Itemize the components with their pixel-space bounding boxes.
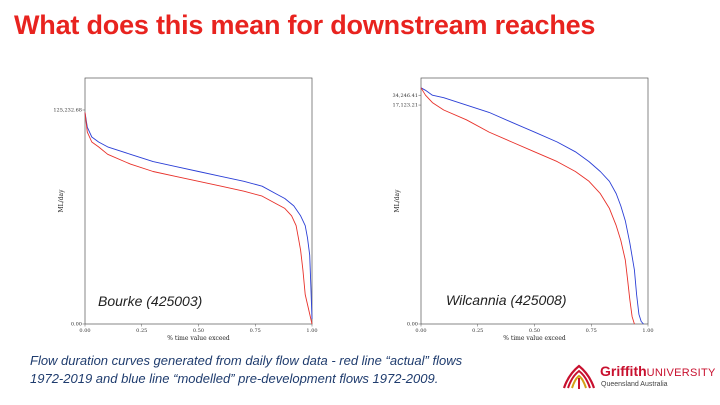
bourke-x-tick-label: 1.00 — [306, 328, 317, 334]
wilcannia-x-tick-label: 1.00 — [642, 328, 653, 334]
wilcannia-y-tick-label: 34,246.41 — [393, 93, 418, 99]
wilcannia-actual-flow-line — [420, 87, 635, 325]
wilcannia-y-tick-label: 0.00 — [407, 322, 418, 328]
wilcannia-x-axis-title: % time value exceed — [503, 335, 566, 342]
wilcannia-flow-duration-chart: 0.00 0.25 0.50 0.75 1.00 0.00 17,123.21 34,246.… — [388, 72, 668, 342]
bourke-x-axis-title: % time value exceed — [167, 335, 230, 342]
griffith-university-logo: GriffithUNIVERSITY Queensland Australia — [562, 360, 715, 396]
bourke-x-tick-label: 0.50 — [193, 328, 204, 334]
wilcannia-modelled-flow-line — [420, 87, 644, 325]
bourke-y-tick-label: 125,232.68 — [53, 108, 82, 114]
wilcannia-x-tick-label: 0.75 — [586, 328, 597, 334]
caption-line-1: Flow duration curves generated from dail… — [30, 353, 463, 368]
bourke-actual-flow-line — [84, 112, 313, 325]
bourke-chart-svg: 0.00 0.25 0.50 0.75 1.00 0.00 125,232.68 % time… — [53, 77, 318, 342]
wilcannia-y-axis-title: ML/day — [394, 189, 401, 213]
wilcannia-station-label: Wilcannia (425008) — [446, 292, 567, 308]
wilcannia-y-tick-label: 17,123.21 — [393, 103, 418, 109]
bourke-y-axis-title: ML/day — [58, 189, 65, 213]
wilcannia-x-tick-label: 0.50 — [529, 328, 540, 334]
bourke-x-tick-label: 0.25 — [136, 328, 147, 334]
wilcannia-chart-svg: 0.00 0.25 0.50 0.75 1.00 0.00 17,123.21 34,246.… — [393, 77, 654, 342]
logo-wordmark: GriffithUNIVERSITY — [600, 363, 716, 379]
logo-brand-rest: UNIVERSITY — [646, 367, 716, 379]
griffith-crest-icon — [562, 364, 596, 389]
logo-location: Queensland Australia — [601, 381, 668, 388]
caption: Flow duration curves generated from dail… — [30, 352, 550, 388]
bourke-modelled-flow-line — [84, 112, 313, 320]
bourke-x-tick-label: 0.00 — [79, 328, 90, 334]
bourke-station-label: Bourke (425003) — [98, 293, 202, 309]
wilcannia-x-tick-label: 0.25 — [472, 328, 483, 334]
bourke-x-tick-label: 0.75 — [250, 328, 261, 334]
bourke-plot-frame — [84, 77, 313, 325]
caption-line-2: 1972-2019 and blue line “modelled” pre-d… — [30, 371, 439, 386]
bourke-y-tick-label: 0.00 — [71, 322, 82, 328]
slide-title: What does this mean for downstream reach… — [14, 10, 596, 40]
wilcannia-x-tick-label: 0.00 — [415, 328, 426, 334]
logo-brand-bold: Griffith — [600, 363, 647, 379]
bourke-flow-duration-chart: 0.00 0.25 0.50 0.75 1.00 0.00 125,232.68 % time… — [52, 72, 332, 342]
